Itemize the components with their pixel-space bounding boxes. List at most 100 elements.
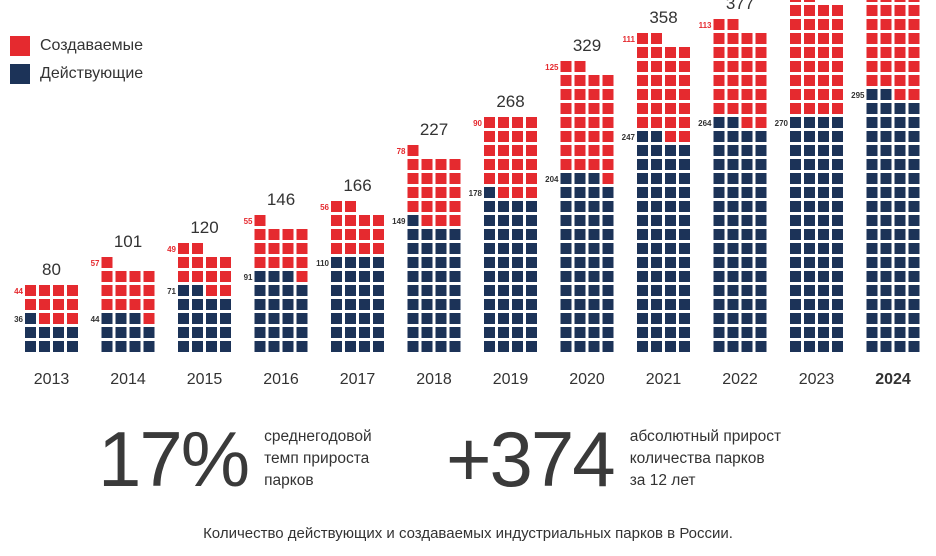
cell-created (665, 47, 676, 58)
cell-created (588, 103, 600, 114)
cell-active (512, 299, 523, 310)
cell-created (526, 173, 537, 184)
cell-created (651, 33, 662, 44)
cell-active (866, 159, 878, 170)
total-label: 358 (649, 8, 677, 27)
cell-active (665, 243, 676, 254)
cell-active (880, 117, 892, 128)
cell-active (679, 243, 690, 254)
cell-created (804, 75, 815, 86)
cell-created (908, 5, 920, 16)
cell-created (637, 75, 648, 86)
cell-active (832, 145, 843, 156)
cell-active (143, 327, 155, 338)
cell-active (665, 215, 676, 226)
cell-active (741, 159, 753, 170)
cell-active (449, 327, 461, 338)
cell-created (894, 5, 906, 16)
cell-active (818, 117, 829, 128)
cell-active (651, 327, 662, 338)
cell-active (665, 173, 676, 184)
cell-created (129, 285, 141, 296)
cell-active (755, 215, 767, 226)
cell-active (574, 215, 586, 226)
cell-active (373, 341, 384, 352)
total-label: 268 (496, 92, 524, 111)
cell-active (560, 327, 572, 338)
cell-active (755, 327, 767, 338)
cell-created (741, 117, 753, 128)
created-value-label: 111 (623, 35, 636, 44)
cell-active (512, 341, 523, 352)
cell-active (727, 215, 739, 226)
cell-active (115, 327, 127, 338)
cell-created (115, 285, 127, 296)
cell-active (282, 299, 294, 310)
cell-active (866, 89, 878, 100)
cell-active (421, 229, 433, 240)
cell-active (755, 243, 767, 254)
cell-active (268, 341, 280, 352)
cell-active (741, 271, 753, 282)
cell-active (25, 327, 36, 338)
cell-created (832, 5, 843, 16)
cell-created (498, 117, 509, 128)
cell-active (359, 299, 370, 310)
cell-created (407, 173, 419, 184)
cell-created (484, 159, 495, 170)
cell-active (435, 257, 447, 268)
cell-created (832, 103, 843, 114)
cell-created (665, 75, 676, 86)
cell-active (345, 313, 356, 324)
cell-active (908, 173, 920, 184)
cell-created (449, 201, 461, 212)
cell-active (449, 341, 461, 352)
cell-active (651, 173, 662, 184)
cell-active (818, 159, 829, 170)
cell-active (282, 313, 294, 324)
cell-active (679, 187, 690, 198)
active-value-label: 110 (316, 259, 329, 268)
cell-active (220, 299, 231, 310)
cell-active (818, 187, 829, 198)
cell-active (665, 145, 676, 156)
cell-active (359, 327, 370, 338)
cell-active (679, 229, 690, 240)
cell-active (129, 327, 141, 338)
x-tick-label: 2016 (263, 371, 299, 388)
cell-created (790, 19, 801, 30)
cell-active (526, 299, 537, 310)
cell-active (713, 341, 725, 352)
cell-active (790, 215, 801, 226)
cell-active (741, 299, 753, 310)
active-value-label: 204 (545, 175, 559, 184)
cell-created (894, 19, 906, 30)
cell-active (665, 341, 676, 352)
cell-created (818, 75, 829, 86)
cell-active (727, 313, 739, 324)
cell-active (651, 271, 662, 282)
cell-created (602, 103, 614, 114)
cell-created (574, 75, 586, 86)
cell-active (866, 327, 878, 338)
cell-active (574, 327, 586, 338)
total-label: 120 (190, 218, 218, 237)
cell-created (435, 159, 447, 170)
cell-created (880, 33, 892, 44)
x-tick-label: 2024 (875, 371, 911, 388)
cell-active (449, 229, 461, 240)
stat-absolute-text: абсолютный прирост количества парков за … (629, 428, 782, 489)
cell-active (908, 285, 920, 296)
cell-created (908, 0, 920, 2)
cell-created (790, 0, 801, 2)
cell-active (741, 131, 753, 142)
cell-created (818, 89, 829, 100)
cell-created (790, 89, 801, 100)
cell-created (727, 89, 739, 100)
cell-created (637, 117, 648, 128)
cell-created (331, 243, 342, 254)
cell-active (727, 243, 739, 254)
cell-created (651, 117, 662, 128)
cell-active (268, 299, 280, 310)
x-tick-label: 2017 (340, 371, 376, 388)
